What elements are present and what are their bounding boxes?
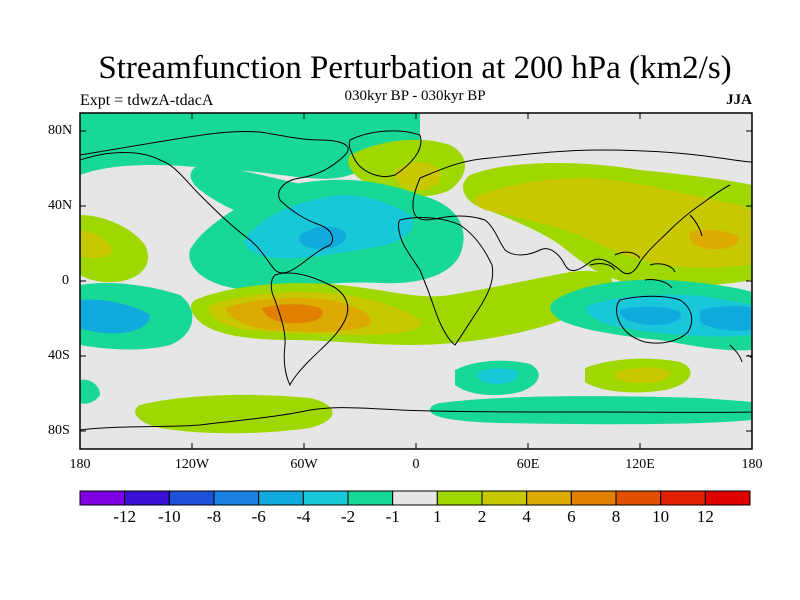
colorbar-swatch: [436, 490, 483, 506]
southwest-edge-negative-region: [80, 379, 100, 404]
west-edge-positive-core: [80, 230, 112, 258]
colorbar-swatch: [660, 490, 706, 506]
x-tick-label: 60E: [516, 457, 540, 472]
x-tick-label: 180: [741, 457, 763, 472]
colorbar-swatch: [392, 490, 438, 506]
colorbar-swatch: [79, 490, 126, 506]
colorbar-label: -6: [251, 507, 266, 526]
greenland-coast: [348, 130, 422, 177]
y-tick-label: 40N: [48, 198, 73, 213]
colorbar-swatch: [615, 490, 662, 506]
south-pacific-negative-core: [80, 299, 150, 334]
coastlines: [80, 130, 752, 431]
y-axis-ticks: [80, 130, 752, 432]
tropical-atlantic-negative-core: [299, 226, 346, 250]
x-tick-label: 60W: [290, 457, 318, 472]
y-tick-label: 0: [62, 273, 69, 288]
tropical-atlantic-negative-mid: [245, 195, 414, 259]
asia-positive-core: [474, 178, 752, 268]
season-label: JJA: [726, 92, 752, 108]
colorbar-swatch: [302, 490, 349, 506]
colorbar-label: -10: [157, 507, 181, 526]
colorbar-label: -8: [206, 507, 222, 526]
colorbar-label: 10: [652, 507, 670, 526]
australia-coast: [616, 295, 693, 344]
colorbar-swatch: [168, 490, 215, 506]
x-axis-ticks: [79, 113, 753, 449]
x-tick-label: 120E: [625, 457, 655, 472]
experiment-label: Expt = tdwzA-tdacA: [80, 92, 214, 109]
colorbar-label: 2: [477, 507, 487, 526]
colorbar-swatch: [526, 490, 572, 506]
colorbar-label: -1: [385, 507, 400, 526]
south-indian-positive-core: [614, 367, 671, 384]
colorbar-label: 6: [567, 507, 576, 526]
japan-coast: [689, 214, 703, 237]
colorbar-swatch: [347, 490, 394, 506]
europe-positive-core: [394, 162, 442, 191]
south-america-coast: [270, 272, 349, 387]
north-america-coast: [80, 131, 349, 274]
south-atlantic-negative-core: [477, 368, 519, 385]
australia-negative-core: [619, 306, 681, 326]
south-polar-positive-region: [135, 394, 333, 434]
colorbar-swatch: [258, 490, 304, 506]
x-tick-label: 0: [412, 457, 420, 472]
colorbar-swatch: [124, 490, 170, 506]
south-america-positive-max: [262, 304, 323, 324]
colorbar-swatch: [213, 490, 260, 506]
east-edge-negative-core: [700, 305, 752, 331]
period-label: 030kyr BP - 030kyr BP: [344, 88, 486, 104]
colorbar-label: -2: [340, 507, 356, 526]
colorbar-swatch: [704, 490, 751, 506]
contour-fill: [80, 113, 752, 449]
colorbar-label: 4: [522, 507, 531, 526]
y-tick-label: 40S: [48, 348, 70, 363]
colorbar-label: 1: [433, 507, 442, 526]
africa-coast: [398, 217, 494, 346]
colorbar-label: -4: [296, 507, 311, 526]
south-polar-negative-region: [430, 396, 752, 425]
x-tick-label: 180: [69, 457, 91, 472]
colorbar-swatch: [481, 490, 528, 506]
maritime-continent-coast: [589, 251, 676, 289]
y-tick-label: 80N: [48, 123, 73, 138]
colorbar-swatch: [570, 490, 617, 506]
antarctica-coast: [80, 407, 752, 431]
y-tick-label: 80S: [48, 423, 70, 438]
eurasia-coast: [412, 149, 752, 275]
plot-title: Streamfunction Perturbation at 200 hPa (…: [98, 50, 732, 86]
colorbar-label: 8: [611, 507, 621, 526]
colorbar-label: 12: [696, 507, 714, 526]
west-edge-positive-region: [80, 215, 149, 283]
x-tick-label: 120W: [174, 457, 210, 472]
colorbar-label: -12: [113, 507, 136, 526]
